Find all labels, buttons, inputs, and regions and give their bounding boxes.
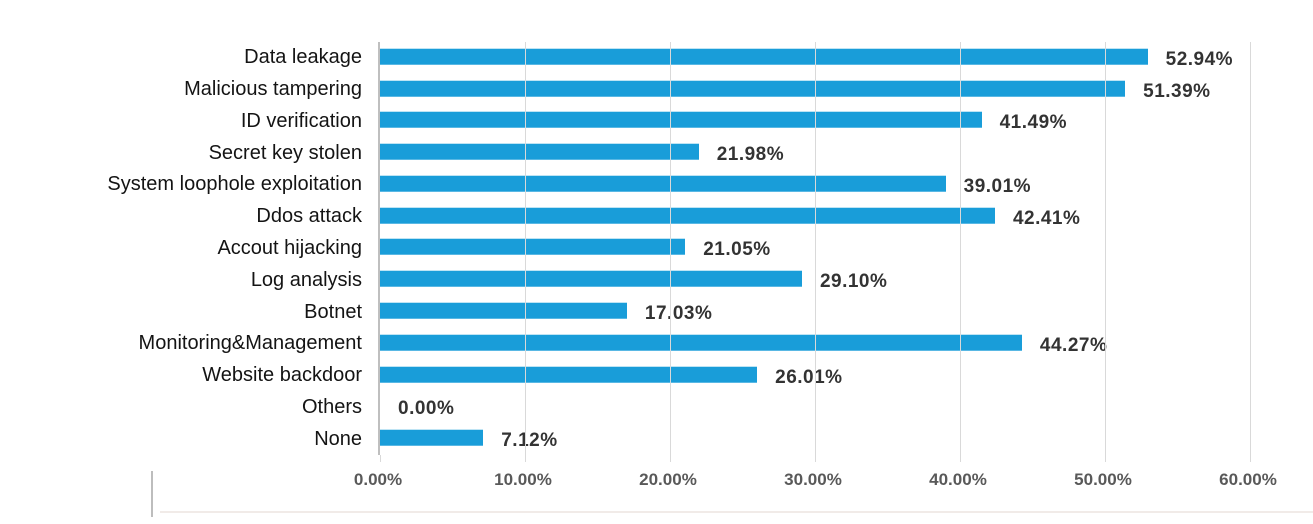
x-tick-label: 30.00%	[784, 470, 842, 489]
bar	[380, 302, 627, 319]
bar-row: 0.00%	[380, 391, 1250, 423]
x-tick-label: 60.00%	[1219, 470, 1277, 489]
bar	[380, 207, 995, 224]
bar-row: 41.49%	[380, 106, 1250, 138]
gridline	[959, 42, 961, 455]
axis-tick	[1250, 455, 1251, 462]
category-label: None	[314, 427, 362, 450]
gridline	[815, 42, 816, 455]
page-artifact-vertical-line	[151, 471, 153, 517]
category-label: Monitoring&Management	[138, 332, 362, 355]
axis-tick	[380, 455, 381, 462]
value-label: 42.41%	[1012, 207, 1081, 229]
bar-row: 39.01%	[380, 169, 1250, 201]
category-label: System loophole exploitation	[107, 173, 362, 196]
axis-tick	[524, 455, 526, 462]
x-tick-label: 50.00%	[1074, 470, 1132, 489]
bar	[380, 143, 699, 160]
bar	[380, 366, 758, 383]
bar-row: 29.10%	[380, 264, 1250, 296]
gridline	[1250, 42, 1251, 455]
bar	[380, 429, 484, 446]
bar	[380, 112, 982, 129]
bar-row: 44.27%	[380, 328, 1250, 360]
value-label: 29.10%	[819, 270, 888, 292]
value-label: 21.05%	[703, 239, 771, 261]
x-tick-label: 10.00%	[494, 470, 552, 489]
bar	[380, 175, 946, 192]
value-label: 39.01%	[963, 175, 1032, 197]
category-label: Malicious tampering	[184, 78, 362, 101]
bar-row: 51.39%	[380, 74, 1250, 106]
value-label: 21.98%	[716, 143, 785, 165]
value-label: 41.49%	[999, 112, 1068, 134]
value-label: 26.01%	[775, 366, 843, 388]
x-tick-label: 40.00%	[929, 470, 987, 489]
category-label: ID verification	[240, 109, 362, 132]
category-axis: Data leakage Malicious tampering ID verifi…	[0, 42, 370, 455]
category-label: Others	[301, 395, 362, 418]
bar-row: 21.98%	[380, 137, 1250, 169]
axis-tick	[815, 455, 816, 462]
bar-row: 17.03%	[380, 296, 1250, 328]
page-artifact-horizontal-line	[160, 511, 1313, 513]
bar-rows: 52.94% 51.39% 41.49% 21.98% 39.01% 42.41% 21.0…	[380, 42, 1250, 455]
value-label: 17.03%	[644, 302, 713, 324]
category-label: Botnet	[304, 300, 362, 323]
bar	[380, 48, 1148, 65]
x-axis: 0.00% 10.00% 20.00% 30.00% 40.00% 50.00% 60.00…	[354, 470, 1277, 500]
axis-tick	[959, 455, 961, 462]
category-label: Website backdoor	[202, 364, 362, 387]
x-tick-label: 20.00%	[639, 470, 697, 489]
bar-row: 42.41%	[380, 201, 1250, 233]
category-label: Data leakage	[244, 46, 362, 69]
category-label: Accout hijacking	[217, 236, 362, 259]
bar	[380, 80, 1126, 97]
value-label: 44.27%	[1039, 334, 1108, 356]
gridline	[1105, 42, 1106, 455]
category-label: Ddos attack	[256, 205, 362, 228]
x-tick-label: 0.00%	[353, 470, 403, 489]
category-label: Secret key stolen	[208, 141, 362, 164]
axis-tick	[669, 455, 671, 462]
category-label: Log analysis	[250, 268, 362, 291]
plot-area: 52.94% 51.39% 41.49% 21.98% 39.01% 42.41% 21.0…	[378, 42, 1251, 462]
value-label: 0.00%	[398, 398, 455, 420]
bar-row: 21.05%	[380, 233, 1250, 265]
bar	[380, 239, 686, 256]
bar	[380, 334, 1022, 351]
bar-row: 52.94%	[380, 42, 1250, 74]
value-label: 52.94%	[1165, 48, 1234, 70]
bar	[380, 270, 802, 287]
bar-row: 7.12%	[380, 423, 1250, 455]
gridline	[524, 42, 526, 455]
bar-row: 26.01%	[380, 360, 1250, 392]
gridline	[669, 42, 671, 455]
axis-tick	[1105, 455, 1106, 462]
value-label: 51.39%	[1143, 80, 1211, 102]
value-label: 7.12%	[501, 429, 558, 451]
